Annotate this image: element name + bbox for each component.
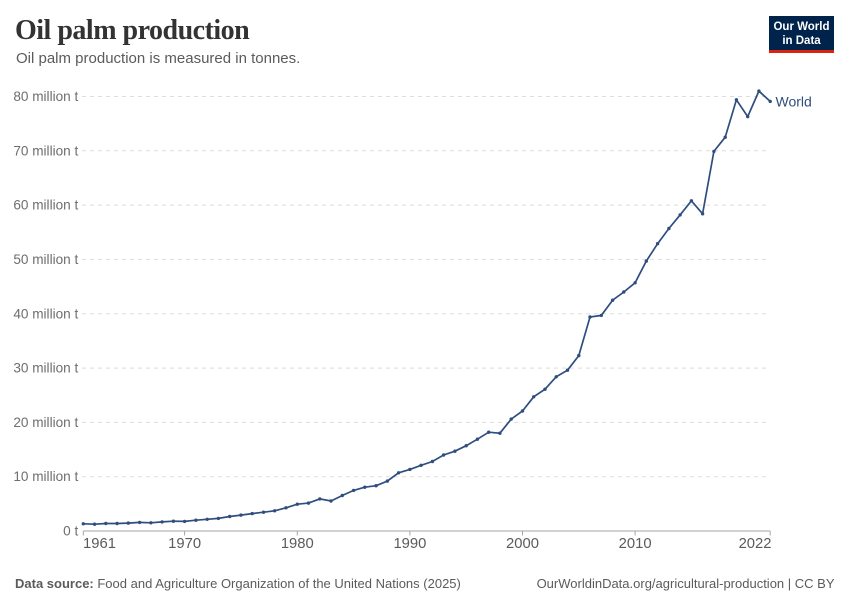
svg-text:60 million t: 60 million t xyxy=(13,198,78,213)
svg-text:20 million t: 20 million t xyxy=(13,415,78,430)
svg-text:1980: 1980 xyxy=(281,536,314,552)
svg-text:40 million t: 40 million t xyxy=(13,306,78,321)
svg-text:0 t: 0 t xyxy=(63,524,78,539)
svg-text:10 million t: 10 million t xyxy=(13,469,78,484)
svg-text:1961: 1961 xyxy=(83,536,116,552)
svg-text:2022: 2022 xyxy=(739,536,772,552)
svg-text:2000: 2000 xyxy=(506,536,539,552)
svg-text:2010: 2010 xyxy=(619,536,652,552)
svg-text:30 million t: 30 million t xyxy=(13,361,78,376)
svg-text:1990: 1990 xyxy=(393,536,426,552)
svg-text:1970: 1970 xyxy=(168,536,201,552)
svg-text:80 million t: 80 million t xyxy=(13,89,78,104)
svg-text:50 million t: 50 million t xyxy=(13,252,78,267)
svg-text:70 million t: 70 million t xyxy=(13,143,78,158)
svg-text:World: World xyxy=(776,94,812,110)
